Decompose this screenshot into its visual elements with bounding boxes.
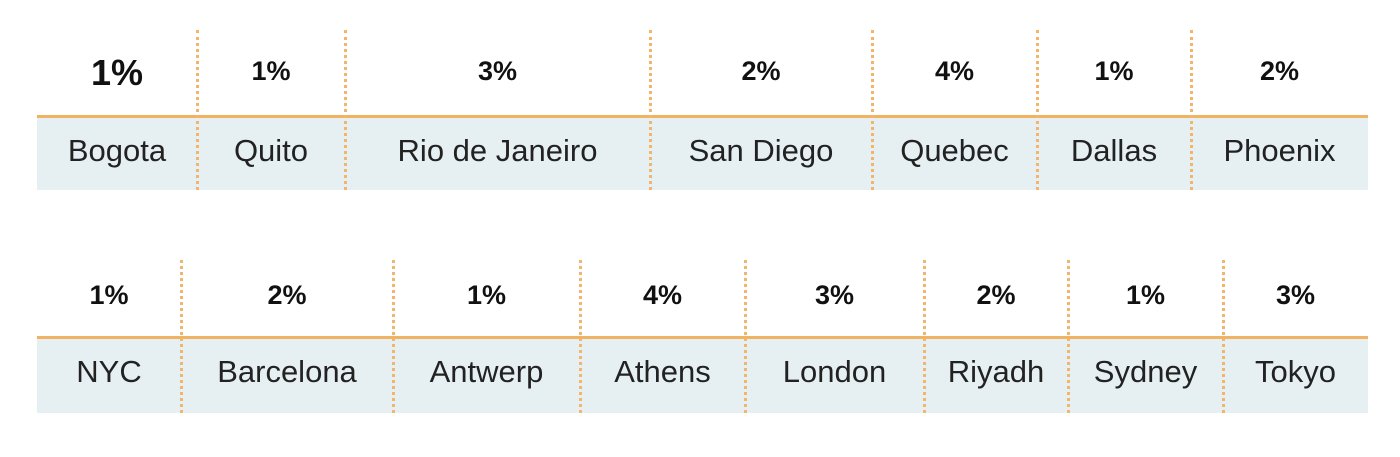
column-divider — [196, 30, 199, 190]
city-name: Dallas — [1070, 133, 1158, 168]
percent-value: 2% — [976, 280, 1016, 310]
city-name: NYC — [76, 354, 142, 389]
column-divider — [1036, 30, 1039, 190]
city-name: Quito — [233, 133, 309, 168]
column-divider — [923, 260, 926, 413]
percent-value: 3% — [1275, 280, 1316, 310]
row-band — [37, 336, 1368, 413]
city-name: Bogota — [67, 133, 167, 168]
city-name: Sydney — [1093, 354, 1198, 389]
column-divider — [871, 30, 874, 190]
city-name: Riyadh — [947, 354, 1045, 389]
column-divider — [744, 260, 747, 413]
percent-value: 1% — [1125, 280, 1166, 310]
city-name: Athens — [614, 354, 711, 389]
column-divider — [392, 260, 395, 413]
column-divider — [1222, 260, 1225, 413]
percent-value: 1% — [1094, 56, 1134, 86]
column-divider — [180, 260, 183, 413]
percent-value: 4% — [934, 56, 975, 86]
city-name: Rio de Janeiro — [397, 133, 598, 168]
percent-value: 1% — [251, 56, 291, 86]
city-name: Antwerp — [429, 354, 544, 389]
column-divider — [649, 30, 652, 190]
percent-value: 1% — [89, 280, 129, 310]
column-divider — [579, 260, 582, 413]
column-divider — [1067, 260, 1070, 413]
percent-value: 2% — [1259, 56, 1300, 86]
city-name: San Diego — [688, 133, 834, 168]
percent-value: 4% — [642, 280, 683, 310]
column-divider — [344, 30, 347, 190]
city-name: Quebec — [900, 133, 1009, 168]
city-name: Barcelona — [217, 354, 357, 389]
city-name: Phoenix — [1223, 133, 1336, 168]
percent-value: 3% — [814, 280, 855, 310]
percent-value: 1% — [466, 280, 507, 310]
city-name: London — [782, 354, 887, 389]
row-band — [37, 115, 1368, 190]
column-divider — [1190, 30, 1193, 190]
city-name: Tokyo — [1255, 354, 1336, 389]
percent-value: 1% — [90, 52, 144, 93]
percent-value: 2% — [741, 56, 781, 86]
percent-value: 2% — [267, 280, 307, 310]
percent-value: 3% — [477, 56, 518, 86]
